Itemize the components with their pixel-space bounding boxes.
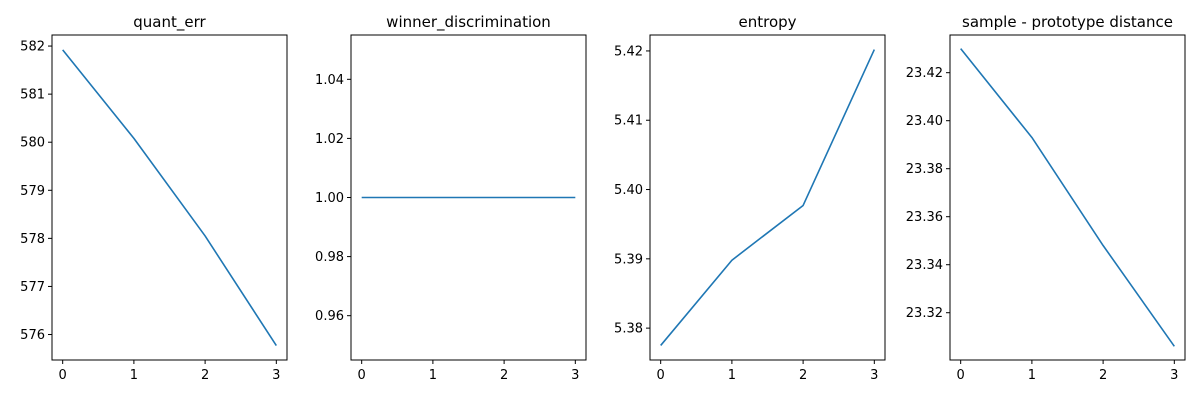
- subplot-quant-err: quant_err 0 1 2 3 576 577 578 579 580 581 582: [20, 13, 288, 383]
- x-tick-label: 1: [728, 368, 736, 383]
- x-tick-label: 2: [500, 368, 508, 383]
- data-point: [1102, 245, 1104, 247]
- plot-frame: [649, 34, 886, 361]
- data-point: [960, 48, 962, 50]
- data-point: [133, 137, 135, 139]
- data-point: [432, 197, 434, 199]
- data-point: [503, 197, 505, 199]
- data-point: [574, 197, 576, 199]
- x-tick-label: 0: [957, 368, 965, 383]
- subplot-sample-prototype-distance: sample - prototype distance 0 1 2 3 23.32 23.…: [906, 13, 1186, 383]
- y-tick-label: 1.02: [315, 132, 344, 147]
- y-tick-label: 0.98: [315, 250, 344, 265]
- x-tick-label: 0: [59, 368, 67, 383]
- y-tick-label: 581: [20, 88, 45, 103]
- x-tick-label: 3: [272, 368, 280, 383]
- x-tick-label: 0: [657, 368, 665, 383]
- series-line: [960, 48, 1175, 347]
- data-point: [275, 345, 277, 347]
- x-tick-label: 3: [1170, 368, 1178, 383]
- y-tick-label: 23.32: [906, 306, 943, 321]
- data-point: [204, 235, 206, 237]
- x-tick-label: 3: [571, 368, 579, 383]
- y-tick-label: 579: [20, 184, 45, 199]
- y-tick-label: 5.40: [614, 183, 643, 198]
- subplot-entropy: entropy 0 1 2 3 5.38 5.39 5.40 5.41 5.42: [614, 13, 886, 383]
- y-tick-label: 580: [20, 136, 45, 151]
- y-tick-label: 23.38: [906, 162, 943, 177]
- y-tick-label: 23.40: [906, 114, 943, 129]
- y-tick-label: 23.34: [906, 258, 943, 273]
- data-point: [731, 259, 733, 261]
- y-tick-label: 582: [20, 40, 45, 55]
- data-point: [1031, 136, 1033, 138]
- x-tick-label: 2: [201, 368, 209, 383]
- y-tick-label: 0.96: [315, 309, 344, 324]
- data-point: [802, 204, 804, 206]
- series-line: [660, 49, 876, 346]
- y-tick-label: 576: [20, 328, 45, 343]
- series-line: [62, 49, 277, 347]
- subplot-title: quant_err: [133, 13, 206, 32]
- y-tick-label: 578: [20, 232, 45, 247]
- y-tick-label: 5.41: [614, 114, 643, 129]
- x-tick-label: 2: [1099, 368, 1107, 383]
- x-tick-label: 1: [130, 368, 138, 383]
- data-point: [62, 49, 64, 51]
- x-tick-label: 2: [799, 368, 807, 383]
- x-tick-label: 3: [870, 368, 878, 383]
- subplot-title: entropy: [738, 13, 796, 31]
- y-tick-label: 1.00: [315, 191, 344, 206]
- subplot-title: winner_discrimination: [386, 13, 551, 32]
- y-tick-label: 5.38: [614, 322, 643, 337]
- data-point: [873, 49, 875, 51]
- subplot-title: sample - prototype distance: [962, 13, 1173, 31]
- data-point: [1173, 345, 1175, 347]
- y-tick-label: 5.42: [614, 44, 643, 59]
- x-tick-label: 1: [429, 368, 437, 383]
- x-tick-label: 0: [358, 368, 366, 383]
- y-tick-label: 23.42: [906, 66, 943, 81]
- y-tick-label: 1.04: [315, 73, 344, 88]
- plot-frame: [949, 34, 1186, 361]
- plot-frame: [51, 34, 288, 361]
- data-point: [660, 344, 662, 346]
- y-tick-label: 577: [20, 280, 45, 295]
- subplot-winner-discrimination: winner_discrimination 0 1 2 3 0.96 0.98 1.00 1.…: [315, 13, 587, 383]
- y-tick-label: 23.36: [906, 210, 943, 225]
- data-point: [361, 197, 363, 199]
- x-tick-label: 1: [1028, 368, 1036, 383]
- y-tick-label: 5.39: [614, 252, 643, 267]
